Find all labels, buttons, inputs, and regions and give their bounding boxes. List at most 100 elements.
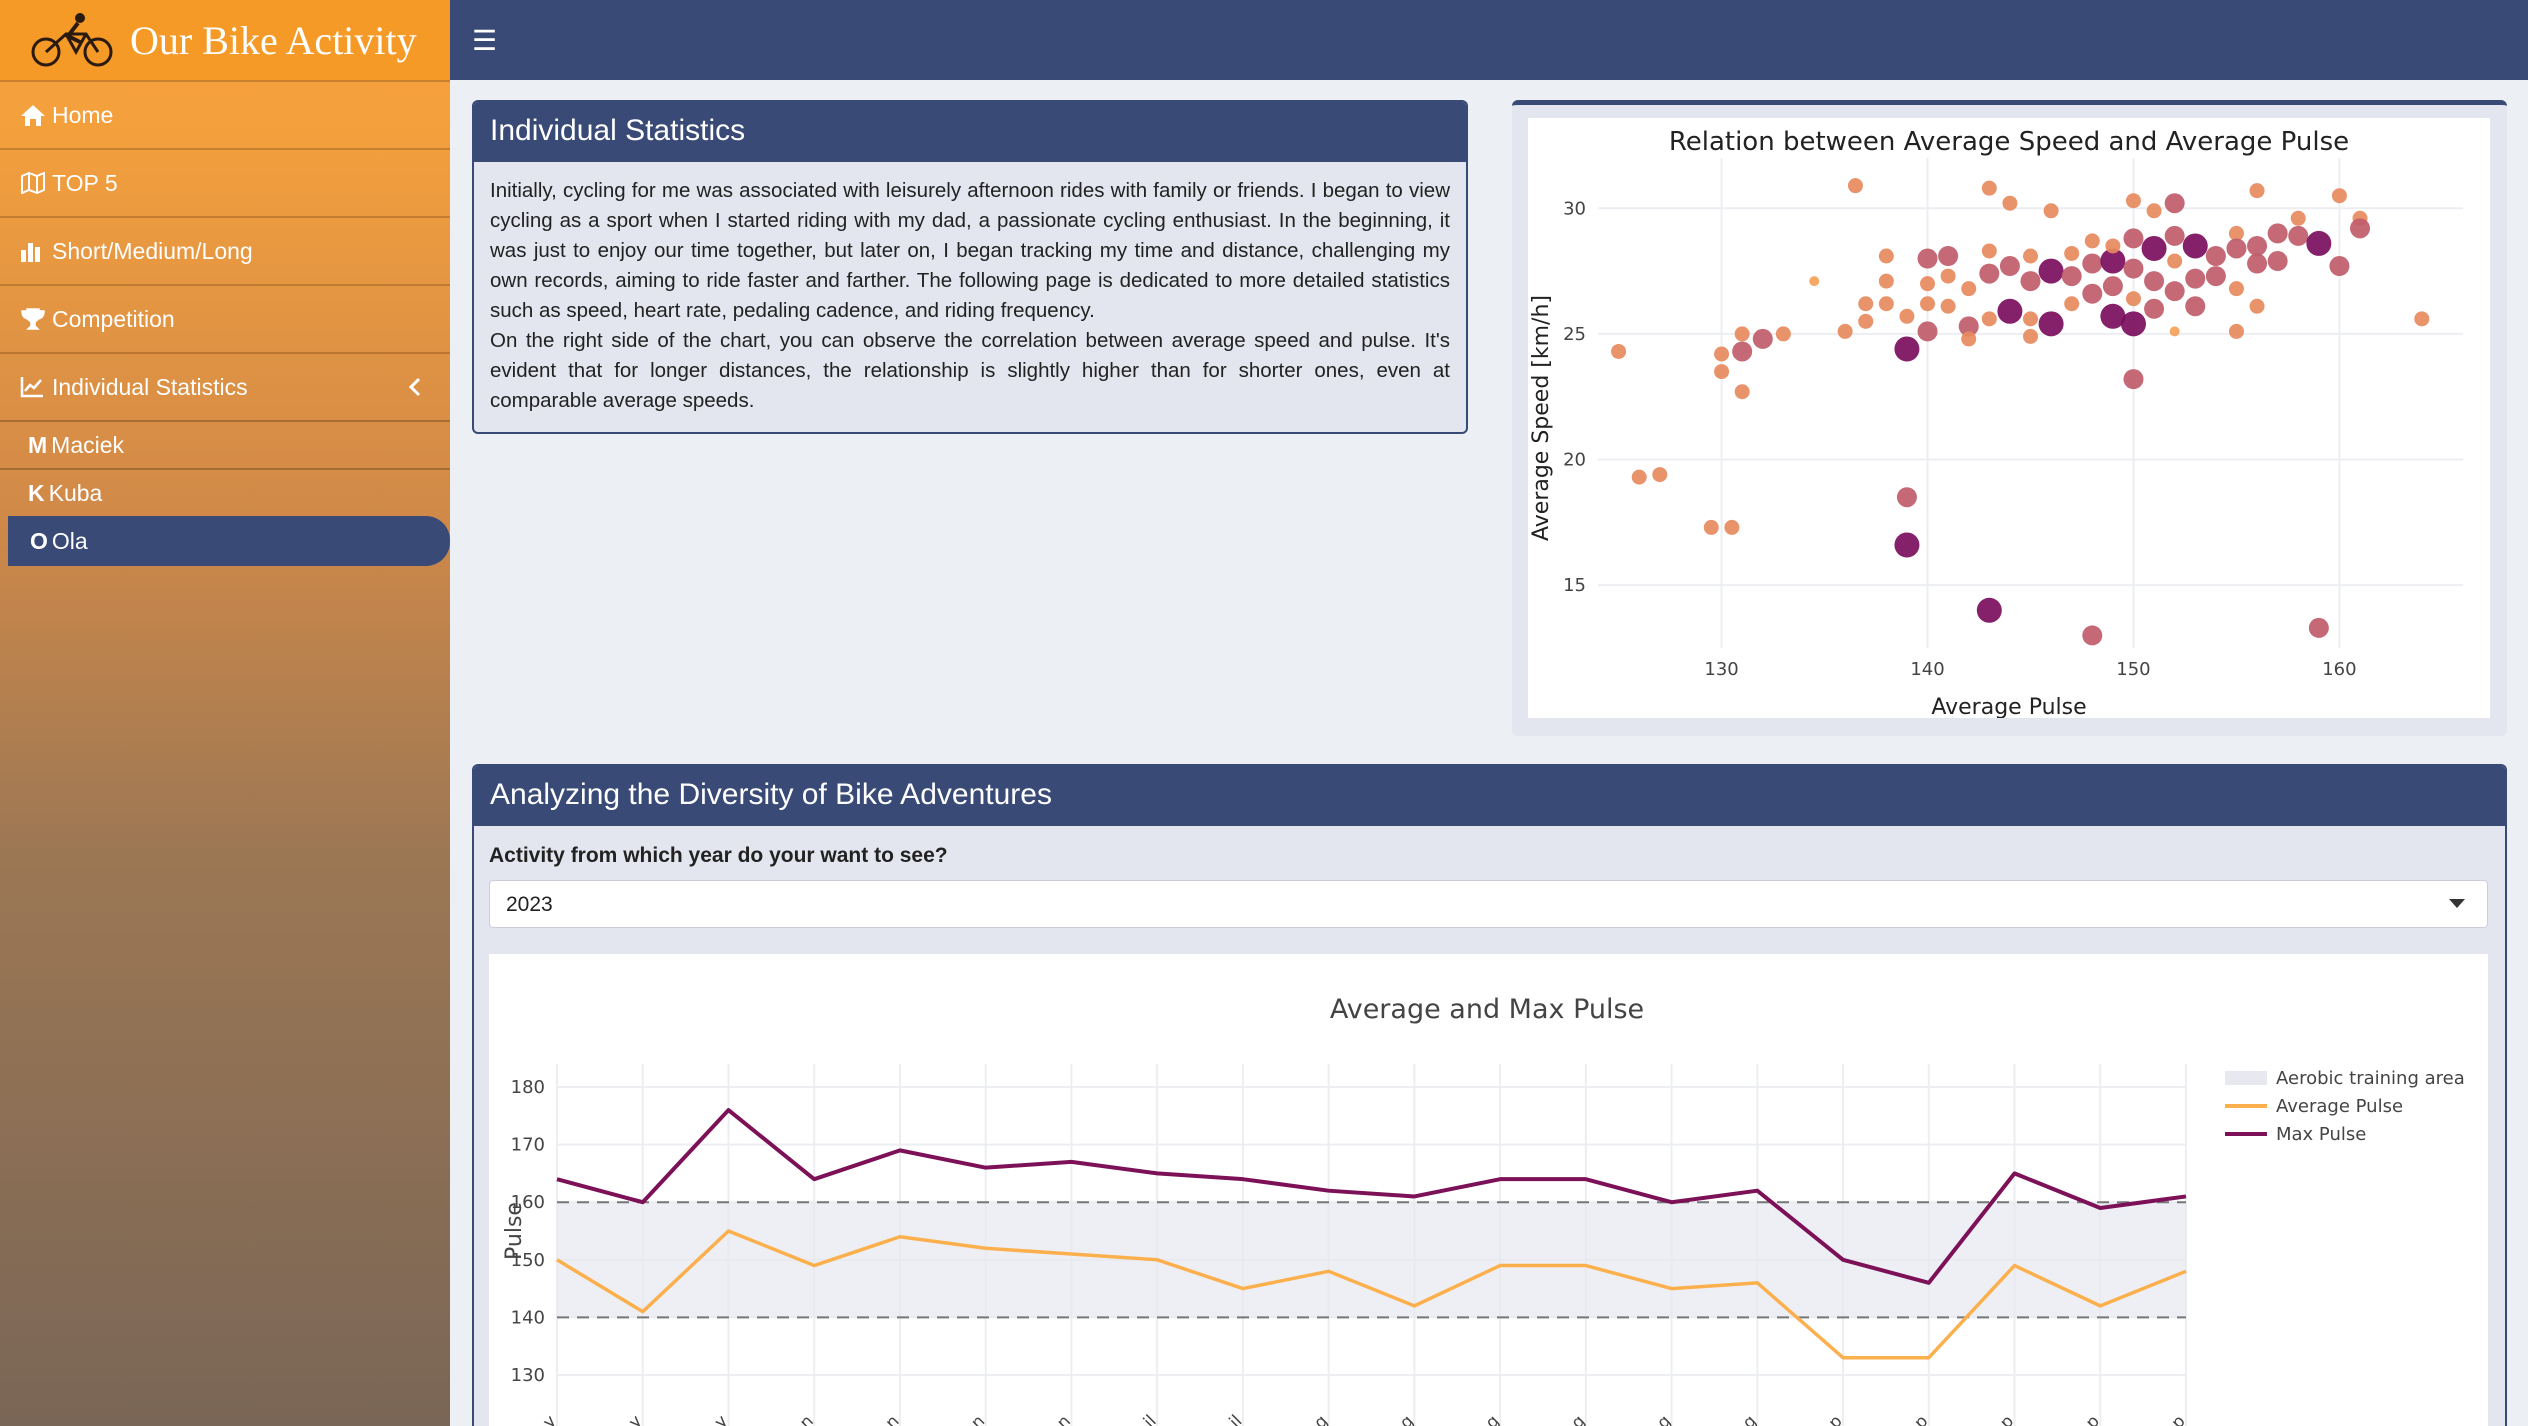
scatter-point bbox=[1999, 256, 2020, 277]
scatter-point bbox=[2290, 210, 2306, 226]
y-tick-label: 160 bbox=[511, 1192, 545, 1213]
sidebar-subitem-maciek[interactable]: M Maciek bbox=[0, 420, 450, 468]
scatter-point bbox=[1847, 178, 1863, 194]
scatter-point bbox=[1752, 328, 1773, 349]
sidebar-subitem-ola[interactable]: O Ola bbox=[8, 516, 450, 566]
scatter-point bbox=[1809, 276, 1820, 287]
scatter-point bbox=[1940, 268, 1956, 284]
card-body: Initially, cycling for me was associated… bbox=[474, 162, 1466, 430]
cyclist-logo-icon bbox=[31, 13, 113, 67]
scatter-point bbox=[2228, 281, 2244, 297]
scatter-point bbox=[2023, 248, 2038, 264]
sidebar-item-competition[interactable]: Competition bbox=[0, 284, 450, 352]
scatter-point bbox=[2267, 223, 2288, 244]
scatter-point bbox=[2288, 225, 2309, 246]
scatter-point bbox=[2226, 238, 2247, 259]
y-tick-label: 170 bbox=[511, 1135, 545, 1156]
chevron-down-icon[interactable] bbox=[2449, 899, 2465, 908]
stats-paragraph-1: Initially, cycling for me was associated… bbox=[490, 179, 1450, 322]
y-tick-label: 15 bbox=[1563, 575, 1586, 596]
scatter-point bbox=[1920, 296, 1936, 312]
scatter-point bbox=[2169, 326, 2180, 337]
scatter-point bbox=[1899, 308, 1915, 324]
scatter-point bbox=[1981, 180, 1997, 196]
scatter-point bbox=[2100, 248, 2126, 274]
sidebar-item-individual-statistics[interactable]: Individual Statistics bbox=[0, 352, 450, 420]
average-pulse-line bbox=[556, 1229, 2187, 1360]
chart-title: Average and Max Pulse bbox=[1330, 994, 1644, 1025]
sidebar-subitem-kuba[interactable]: K Kuba bbox=[0, 468, 450, 516]
y-axis-label: Pulse bbox=[502, 1202, 527, 1260]
hamburger-menu-icon[interactable]: ☰ bbox=[472, 25, 498, 56]
scatter-point bbox=[1878, 273, 1894, 289]
scatter-point bbox=[2350, 218, 2371, 239]
scatter-point bbox=[2082, 253, 2103, 274]
scatter-point bbox=[2125, 291, 2141, 307]
sidebar-item-label: TOP 5 bbox=[52, 169, 118, 196]
x-tick-label: 150 bbox=[2116, 659, 2150, 680]
y-tick-label: 30 bbox=[1563, 198, 1586, 219]
scatter-point bbox=[2038, 258, 2064, 284]
scatter-point bbox=[2141, 235, 2167, 261]
year-select[interactable]: 2023 bbox=[489, 880, 2488, 928]
scatter-point bbox=[2249, 183, 2265, 199]
x-tick-label: 130 bbox=[1704, 659, 1738, 680]
legend-label: Max Pulse bbox=[2276, 1124, 2366, 1145]
scatter-point bbox=[2144, 298, 2165, 319]
scatter-point bbox=[2125, 193, 2141, 209]
scatter-point bbox=[2038, 311, 2064, 337]
x-tick-label: 160 bbox=[2322, 659, 2356, 680]
scatter-point bbox=[1732, 341, 1753, 362]
scatter-point bbox=[2100, 303, 2126, 329]
top-navbar: ☰ bbox=[450, 0, 2528, 80]
scatter-point bbox=[2164, 281, 2185, 302]
scatter-point bbox=[2105, 238, 2121, 254]
map-icon bbox=[20, 169, 48, 197]
card-title: Analyzing the Diversity of Bike Adventur… bbox=[474, 766, 2505, 826]
scatter-point bbox=[2228, 225, 2244, 241]
scatter-point bbox=[2185, 268, 2206, 289]
legend-swatch bbox=[2225, 1071, 2267, 1085]
scatter-point bbox=[2123, 258, 2144, 279]
sidebar-subitem-label: Maciek bbox=[51, 431, 125, 458]
chevron-left-icon[interactable] bbox=[408, 376, 422, 398]
sidebar-item-label: Competition bbox=[52, 305, 175, 332]
scatter-point bbox=[2205, 246, 2226, 266]
stats-paragraph-2: On the right side of the chart, you can … bbox=[490, 329, 1450, 412]
scatter-point bbox=[2082, 625, 2103, 646]
legend-label: Aerobic training area bbox=[2276, 1068, 2465, 1089]
scatter-point bbox=[1997, 298, 2023, 324]
scatter-point bbox=[1976, 597, 2002, 623]
scatter-point bbox=[2182, 233, 2208, 259]
sidebar-item-home[interactable]: Home bbox=[0, 80, 450, 148]
bar-chart-icon bbox=[20, 237, 48, 265]
scatter-point bbox=[2247, 235, 2268, 256]
brand-header[interactable]: Our Bike Activity bbox=[0, 0, 450, 80]
legend-label: Average Pulse bbox=[2276, 1096, 2403, 1117]
y-tick-label: 150 bbox=[511, 1250, 545, 1271]
scatter-point bbox=[1631, 469, 1647, 485]
scatter-point bbox=[1981, 243, 1997, 259]
sidebar-item-top5[interactable]: TOP 5 bbox=[0, 148, 450, 216]
y-tick-label: 20 bbox=[1563, 450, 1586, 471]
scatter-point bbox=[2267, 251, 2288, 272]
scatter-point bbox=[1858, 296, 1874, 312]
scatter-point bbox=[2164, 225, 2185, 246]
x-tick-label: 140 bbox=[1910, 659, 1944, 680]
scatter-point bbox=[1837, 323, 1853, 339]
scatter-point bbox=[2123, 369, 2144, 390]
sidebar-item-short-medium-long[interactable]: Short/Medium/Long bbox=[0, 216, 450, 284]
scatter-point bbox=[1724, 519, 1740, 535]
sidebar-subitem-label: Kuba bbox=[48, 479, 103, 506]
scatter-point bbox=[1917, 321, 1938, 342]
pulse-line-chart[interactable]: Average and Max Pulse 130 140 150 160 170 180 P… bbox=[489, 954, 2488, 1426]
scatter-point bbox=[2002, 195, 2018, 211]
maciek-letter-icon: M bbox=[28, 431, 48, 458]
scatter-point bbox=[1775, 326, 1791, 342]
scatter-point bbox=[2043, 203, 2059, 219]
scatter-chart[interactable]: Relation between Average Speed and Avera… bbox=[1528, 118, 2490, 718]
scatter-point bbox=[1917, 248, 1938, 269]
scatter-point bbox=[1714, 364, 1730, 380]
sidebar-item-label: Home bbox=[52, 101, 114, 128]
year-question-label: Activity from which year do your want to… bbox=[489, 844, 948, 867]
